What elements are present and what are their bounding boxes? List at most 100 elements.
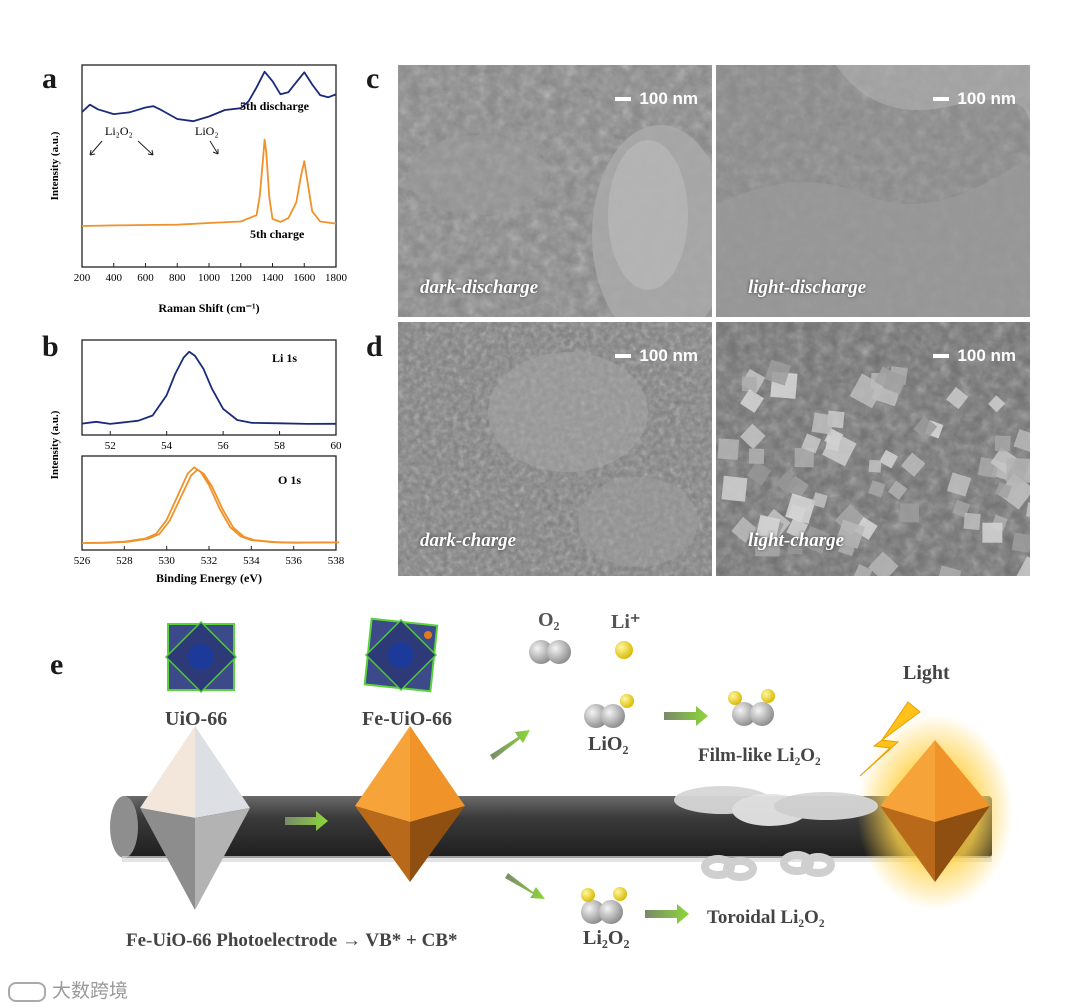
xps-o-x-tick-label: 534: [243, 555, 260, 567]
raman-x-tick-label: 1800: [325, 272, 348, 284]
label-toroidal-li2o2: Toroidal Li₂O₂: [707, 907, 825, 928]
label-film-li2o2: Film-like Li₂O₂: [698, 745, 821, 766]
cube-particle: [913, 415, 938, 440]
xps-o-x-tick-label: 536: [285, 555, 302, 567]
film-deposit: [674, 786, 878, 826]
raman-x-tick-label: 1600: [293, 272, 316, 284]
rod-end: [110, 796, 138, 858]
cube-particle: [802, 525, 830, 554]
lio2-molecule-icon: [584, 694, 634, 728]
cube-particle: [868, 459, 882, 473]
raman-x-tick-label: 1200: [230, 272, 253, 284]
xps-o-x-tick-label: 528: [116, 555, 133, 567]
cube-particle: [1015, 556, 1030, 576]
xps-o-x-tick-label: 538: [328, 555, 345, 567]
xps-lines: [81, 350, 340, 544]
fe-uio66-crystal-icon: [363, 617, 439, 693]
sem-label-light-discharge: light-discharge: [748, 277, 867, 298]
cube-particle: [740, 388, 764, 413]
cube-particles: [717, 359, 1030, 576]
cube-particle: [739, 423, 766, 450]
xps-o-x-tick-label: 532: [201, 555, 218, 567]
toroid-particles: [701, 851, 835, 881]
cube-particle: [721, 475, 748, 502]
cube-particle: [994, 481, 1012, 499]
cube-particle: [785, 493, 816, 524]
annotation-li2o2: Li₂O₂: [105, 124, 133, 138]
cube-particle: [988, 395, 1006, 413]
scale-bar: 100 nm: [933, 89, 1016, 109]
cube-particle: [868, 480, 886, 498]
panel-label-e: e: [50, 648, 64, 681]
cube-particle: [748, 448, 765, 464]
cube-particle: [787, 539, 803, 555]
arrow-lio2-to-li2o2: [664, 706, 708, 726]
cube-particle: [946, 472, 972, 497]
raman-lines: [81, 70, 337, 227]
xps-o-x-tick-label: 530: [158, 555, 175, 567]
sem-c-left: 100 nm dark-discharge: [398, 65, 712, 317]
li-ion-icon: [615, 641, 633, 659]
arrow-up-right: [490, 730, 530, 760]
raman-x-tick-label: 400: [106, 272, 123, 284]
xps-li-x-tick-label: 52: [105, 440, 116, 452]
panel-label-d: d: [366, 330, 383, 363]
illuminated-octahedron: [857, 714, 1013, 910]
cube-particle: [887, 480, 908, 500]
sem-texture: [716, 65, 1030, 317]
sem-d-right: 100 nm light-charge: [716, 322, 1030, 576]
label-light: Light: [903, 662, 950, 684]
cube-particle: [811, 492, 828, 509]
cube-particle: [963, 512, 981, 530]
xps-li1s-line: [81, 350, 337, 425]
equation-text: Fe-UiO-66 Photoelectrode → VB* + CB*: [126, 930, 458, 951]
cube-particle: [882, 370, 907, 395]
xps-li-x-tick-label: 58: [274, 440, 286, 452]
cube-particle: [900, 503, 920, 523]
sem-texture: [398, 322, 712, 576]
annotation-arrows: [89, 140, 219, 156]
cube-particle: [731, 516, 758, 543]
label-uio66: UiO-66: [165, 708, 228, 730]
sem-texture: [716, 322, 1030, 576]
raman-ticks: 200 400 600 800 1000 1200 1400 1600 1800: [74, 263, 348, 284]
arrow-lio2: [209, 140, 219, 155]
reaction-arrows: [285, 706, 708, 924]
raman-xlabel: Raman Shift (cm⁻¹): [158, 301, 259, 315]
sem-c-right: 100 nm light-discharge: [716, 65, 1030, 317]
cube-particle: [868, 551, 899, 576]
arrow-li2o2-1: [89, 140, 103, 156]
arrowhead-lio2: [212, 149, 219, 155]
cube-particle: [775, 471, 799, 495]
annotation-lio2: LiO₂: [195, 124, 219, 138]
xps-li-x-tick-label: 60: [331, 440, 343, 452]
series-label-li1s: Li 1s: [272, 351, 297, 365]
xps-o-x-tick-label: 526: [74, 555, 91, 567]
raman-chart: 200 400 600 800 1000 1200 1400 1600 1800 Raman S…: [49, 64, 348, 315]
xps-o-frame: [81, 455, 337, 551]
cube-particle: [822, 431, 857, 467]
panel-label-a: a: [42, 62, 57, 95]
cube-particle: [756, 515, 781, 540]
scale-bar: 100 nm: [615, 89, 698, 109]
sem-label-dark-discharge: dark-discharge: [420, 277, 539, 298]
li2o2-product-icon: [728, 689, 775, 726]
raman-x-tick-label: 200: [74, 272, 91, 284]
xps-ylabel: Intensity (a.u.): [49, 410, 61, 479]
xps-li-x-tick-label: 56: [218, 440, 230, 452]
xps-li-x-tick-label: 54: [161, 440, 173, 452]
cube-particle: [936, 565, 962, 576]
sem-label-dark-charge: dark-charge: [420, 530, 517, 551]
watermark-logo-icon: [8, 981, 46, 1002]
arrowhead-li2o2-1: [89, 149, 96, 156]
raman-charge-line: [81, 138, 337, 227]
cube-particle: [746, 460, 772, 486]
cube-particle: [786, 517, 809, 540]
series-label-o1s: O 1s: [278, 473, 301, 487]
cube-particle: [801, 433, 822, 454]
raman-ylabel: Intensity (a.u.): [49, 131, 61, 200]
sem-d-left: 100 nm dark-charge: [398, 322, 712, 576]
sem-label-light-charge: light-charge: [748, 530, 845, 551]
o2-molecule-icon: [529, 640, 571, 664]
xps-chart: 52 54 56 58 60 526 528 530 532 534 536 538 Li 1s O …: [49, 339, 345, 585]
